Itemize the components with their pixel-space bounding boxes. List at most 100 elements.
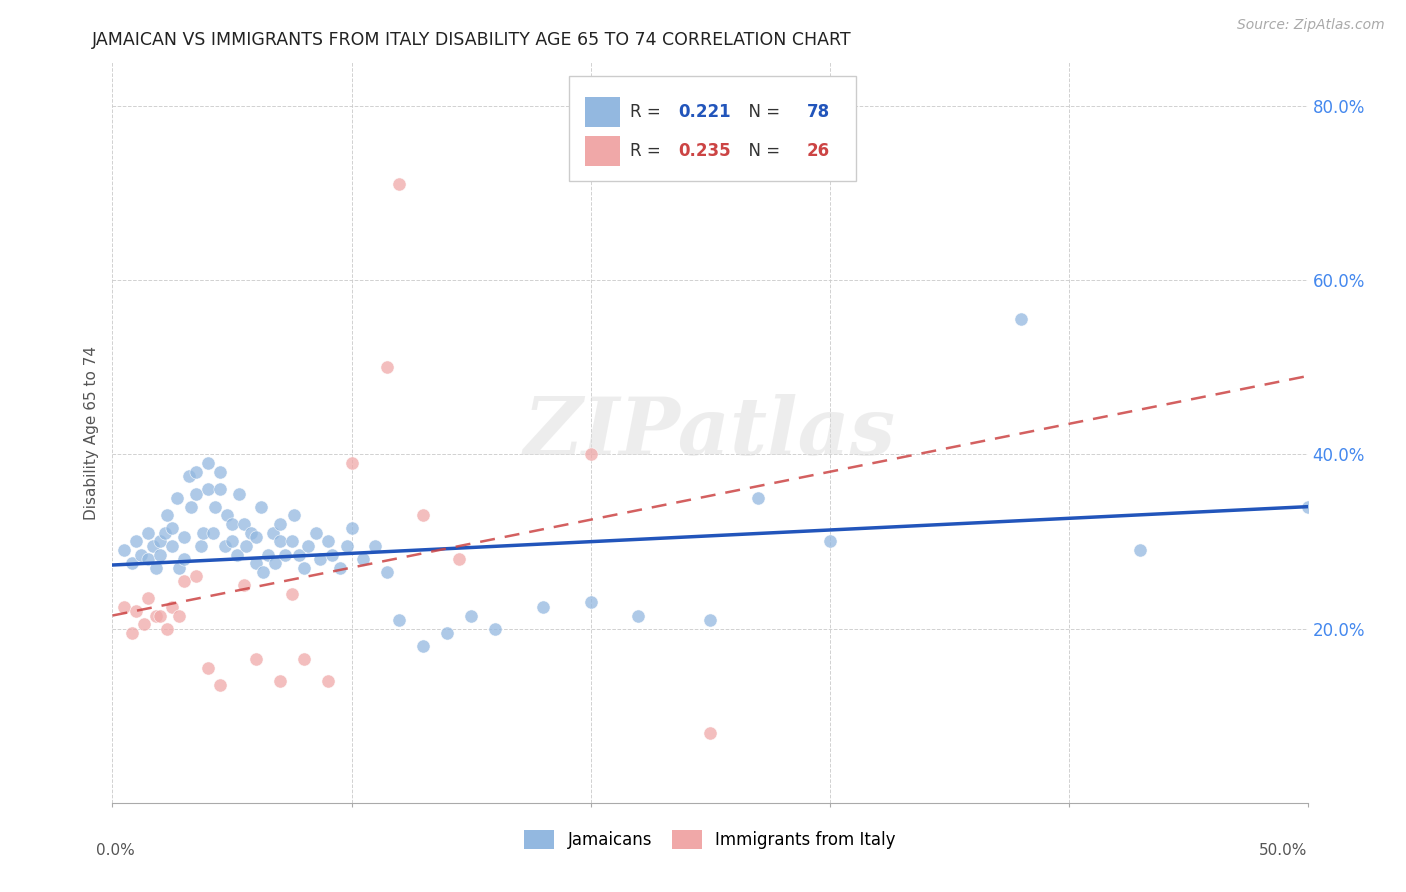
Point [180,500,202,514]
Point [627,608,650,623]
Point [264,556,287,570]
Point [240,525,263,540]
Point [235,539,257,553]
Text: ZIPatlas: ZIPatlas [524,394,896,471]
Point [377,565,399,579]
Point [281,534,304,549]
Point [329,560,352,574]
Bar [585,136,620,166]
Point [249,500,271,514]
Point [579,447,602,461]
Point [747,491,769,505]
Point [225,548,247,562]
Point [309,552,332,566]
Point [138,552,160,566]
Point [316,534,339,549]
Point [364,539,387,553]
Point [340,521,363,535]
Point [197,456,219,470]
Point [321,548,343,562]
Point [1010,312,1032,326]
Point [145,608,167,623]
Point [699,726,721,740]
Point [173,574,195,588]
Point [217,508,239,523]
Point [209,678,232,692]
Point [169,560,191,574]
Point [257,548,280,562]
Text: JAMAICAN VS IMMIGRANTS FROM ITALY DISABILITY AGE 65 TO 74 CORRELATION CHART: JAMAICAN VS IMMIGRANTS FROM ITALY DISABI… [91,31,851,49]
FancyBboxPatch shape [569,76,856,181]
Text: Source: ZipAtlas.com: Source: ZipAtlas.com [1237,18,1385,32]
Point [233,517,256,532]
Point [153,525,176,540]
Point [269,517,291,532]
Point [149,534,172,549]
Y-axis label: Disability Age 65 to 74: Disability Age 65 to 74 [84,345,100,520]
Point [121,556,143,570]
Point [245,652,267,666]
Point [138,525,160,540]
Point [273,548,295,562]
Point [292,560,315,574]
Point [114,543,135,558]
Point [699,613,721,627]
Point [283,508,305,523]
Point [436,626,458,640]
Point [818,534,841,549]
Point [156,508,179,523]
Text: 0.0%: 0.0% [96,843,135,858]
Point [149,608,172,623]
Point [138,591,160,606]
Text: R =: R = [630,103,666,121]
Point [233,578,256,592]
Point [125,604,148,618]
Point [186,465,208,479]
Point [377,360,399,375]
Point [269,673,291,688]
Point [297,539,319,553]
Point [269,534,291,549]
Point [173,530,195,544]
Legend: Jamaicans, Immigrants from Italy: Jamaicans, Immigrants from Italy [516,822,904,857]
Point [1129,543,1152,558]
Point [221,517,243,532]
Point [162,599,183,614]
Point [186,569,208,583]
Point [125,534,148,549]
Point [412,508,434,523]
Point [292,652,315,666]
Text: R =: R = [630,143,666,161]
Point [129,548,152,562]
Point [121,626,143,640]
Text: N =: N = [738,103,785,121]
Point [166,491,188,505]
Bar [585,97,620,127]
Point [162,539,183,553]
Point [245,556,267,570]
Point [162,521,183,535]
Point [221,534,243,549]
Point [460,608,482,623]
Point [316,673,339,688]
Point [447,552,470,566]
Point [352,552,374,566]
Point [197,661,219,675]
Point [388,613,411,627]
Point [193,525,215,540]
Point [252,565,274,579]
Point [204,500,226,514]
Text: 0.221: 0.221 [678,103,730,121]
Point [388,178,411,192]
Point [484,622,506,636]
Point [228,486,250,500]
Point [132,617,155,632]
Point [305,525,328,540]
Text: 0.235: 0.235 [678,143,730,161]
Point [1296,500,1319,514]
Point [156,622,179,636]
Point [214,539,236,553]
Text: 50.0%: 50.0% [1260,843,1308,858]
Point [177,469,200,483]
Point [262,525,284,540]
